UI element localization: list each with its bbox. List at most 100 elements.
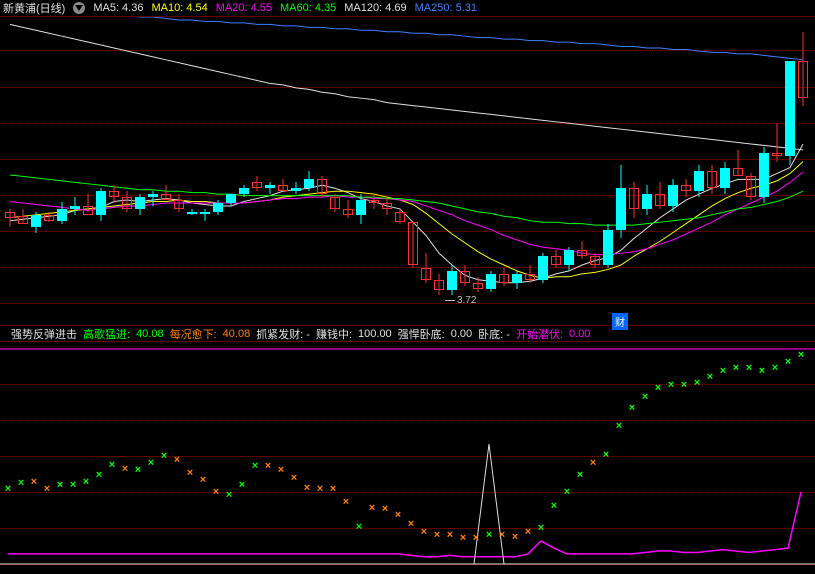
candle[interactable] bbox=[343, 200, 353, 218]
candle[interactable] bbox=[746, 173, 756, 200]
candle[interactable] bbox=[655, 182, 665, 209]
candle[interactable] bbox=[798, 32, 808, 106]
ma-legend-item: MA5: 4.36 bbox=[93, 2, 143, 14]
indicator-point: × bbox=[772, 362, 778, 374]
candle[interactable] bbox=[759, 147, 769, 203]
candle[interactable] bbox=[395, 209, 405, 224]
candle[interactable] bbox=[629, 182, 639, 217]
candle[interactable] bbox=[382, 197, 392, 215]
candle[interactable] bbox=[616, 165, 626, 239]
candle[interactable] bbox=[44, 212, 54, 222]
candle[interactable] bbox=[317, 176, 327, 197]
candle[interactable] bbox=[213, 200, 223, 215]
candle[interactable] bbox=[31, 212, 41, 233]
candle[interactable] bbox=[473, 277, 483, 292]
indicator-point: × bbox=[408, 518, 414, 530]
indicator-point: × bbox=[707, 371, 713, 383]
candle[interactable] bbox=[681, 179, 691, 197]
candle[interactable] bbox=[434, 274, 444, 295]
candle[interactable] bbox=[642, 185, 652, 215]
indicator-point: × bbox=[5, 483, 11, 495]
candle[interactable] bbox=[421, 253, 431, 283]
indicator-point: × bbox=[616, 420, 622, 432]
candle[interactable] bbox=[785, 61, 795, 164]
candle[interactable] bbox=[525, 265, 535, 283]
candle[interactable] bbox=[239, 185, 249, 197]
indicator-point: × bbox=[382, 503, 388, 515]
ma-legend-item: MA60: 4.35 bbox=[280, 2, 336, 14]
candle[interactable] bbox=[499, 268, 509, 286]
indicator-legend-item: 高歌猛进: bbox=[83, 326, 130, 342]
candle[interactable] bbox=[18, 209, 28, 224]
indicator-chart[interactable]: ××××××××××××××××××××××××××××××××××××××××… bbox=[0, 341, 815, 571]
candle[interactable] bbox=[161, 185, 171, 200]
candle[interactable] bbox=[668, 179, 678, 211]
indicator-legend: 强势反弹进击高歌猛进:40.08每况愈下:40.08抓紧发财: -赚钱中:100… bbox=[0, 326, 815, 341]
indicator-legend-item: 赚钱中: bbox=[316, 326, 352, 342]
indicator-legend-item: 抓紧发财: - bbox=[256, 326, 310, 342]
indicator-point: × bbox=[733, 362, 739, 374]
candle[interactable] bbox=[109, 185, 119, 203]
candle[interactable] bbox=[733, 150, 743, 177]
indicator-point: × bbox=[304, 482, 310, 494]
candle[interactable] bbox=[538, 253, 548, 283]
candle[interactable] bbox=[278, 179, 288, 191]
candle[interactable] bbox=[447, 265, 457, 295]
candle[interactable] bbox=[577, 241, 587, 259]
candle[interactable] bbox=[330, 194, 340, 212]
candle[interactable] bbox=[96, 188, 106, 220]
candle[interactable] bbox=[369, 194, 379, 209]
indicator-point: × bbox=[577, 469, 583, 481]
indicator-line bbox=[8, 492, 801, 557]
dropdown-icon[interactable] bbox=[73, 2, 85, 14]
indicator-overlay bbox=[0, 342, 815, 572]
candle[interactable] bbox=[122, 191, 132, 212]
indicator-point: × bbox=[278, 464, 284, 476]
indicator-point: × bbox=[551, 500, 557, 512]
indicator-point: × bbox=[161, 450, 167, 462]
candle[interactable] bbox=[486, 271, 496, 292]
candle[interactable] bbox=[174, 194, 184, 212]
candle[interactable] bbox=[187, 209, 197, 215]
indicator-point: × bbox=[538, 522, 544, 534]
candle[interactable] bbox=[304, 171, 314, 192]
candle[interactable] bbox=[135, 194, 145, 215]
candle[interactable] bbox=[564, 247, 574, 271]
indicator-legend-item: 100.00 bbox=[358, 328, 392, 340]
candle[interactable] bbox=[408, 221, 418, 268]
candle[interactable] bbox=[720, 162, 730, 194]
candle[interactable] bbox=[252, 176, 262, 191]
candle[interactable] bbox=[200, 209, 210, 221]
indicator-point: × bbox=[226, 489, 232, 501]
candle[interactable] bbox=[772, 123, 782, 161]
candle[interactable] bbox=[226, 194, 236, 206]
indicator-point: × bbox=[83, 476, 89, 488]
stock-title: 新黄浦(日线) bbox=[3, 0, 65, 16]
indicator-point: × bbox=[122, 463, 128, 475]
signal-badge: 财 bbox=[612, 313, 628, 330]
candle[interactable] bbox=[707, 165, 717, 195]
candle[interactable] bbox=[356, 194, 366, 224]
indicator-point: × bbox=[590, 457, 596, 469]
candlestick-chart[interactable]: 3.72 财 bbox=[0, 16, 815, 326]
candle[interactable] bbox=[5, 209, 15, 227]
indicator-point: × bbox=[525, 526, 531, 538]
indicator-point: × bbox=[239, 479, 245, 491]
candle[interactable] bbox=[70, 197, 80, 215]
candle[interactable] bbox=[291, 182, 301, 194]
candle[interactable] bbox=[694, 165, 704, 197]
candle[interactable] bbox=[265, 182, 275, 194]
candle[interactable] bbox=[590, 253, 600, 268]
indicator-legend-item: 强悍卧底: bbox=[398, 326, 445, 342]
indicator-point: × bbox=[681, 379, 687, 391]
candle[interactable] bbox=[603, 224, 613, 268]
indicator-point: × bbox=[720, 365, 726, 377]
indicator-point: × bbox=[148, 457, 154, 469]
candle[interactable] bbox=[83, 194, 93, 212]
candle[interactable] bbox=[148, 191, 158, 206]
candle[interactable] bbox=[57, 202, 67, 224]
indicator-point: × bbox=[369, 502, 375, 514]
candle[interactable] bbox=[551, 250, 561, 268]
candle[interactable] bbox=[512, 271, 522, 289]
candle[interactable] bbox=[460, 265, 470, 286]
